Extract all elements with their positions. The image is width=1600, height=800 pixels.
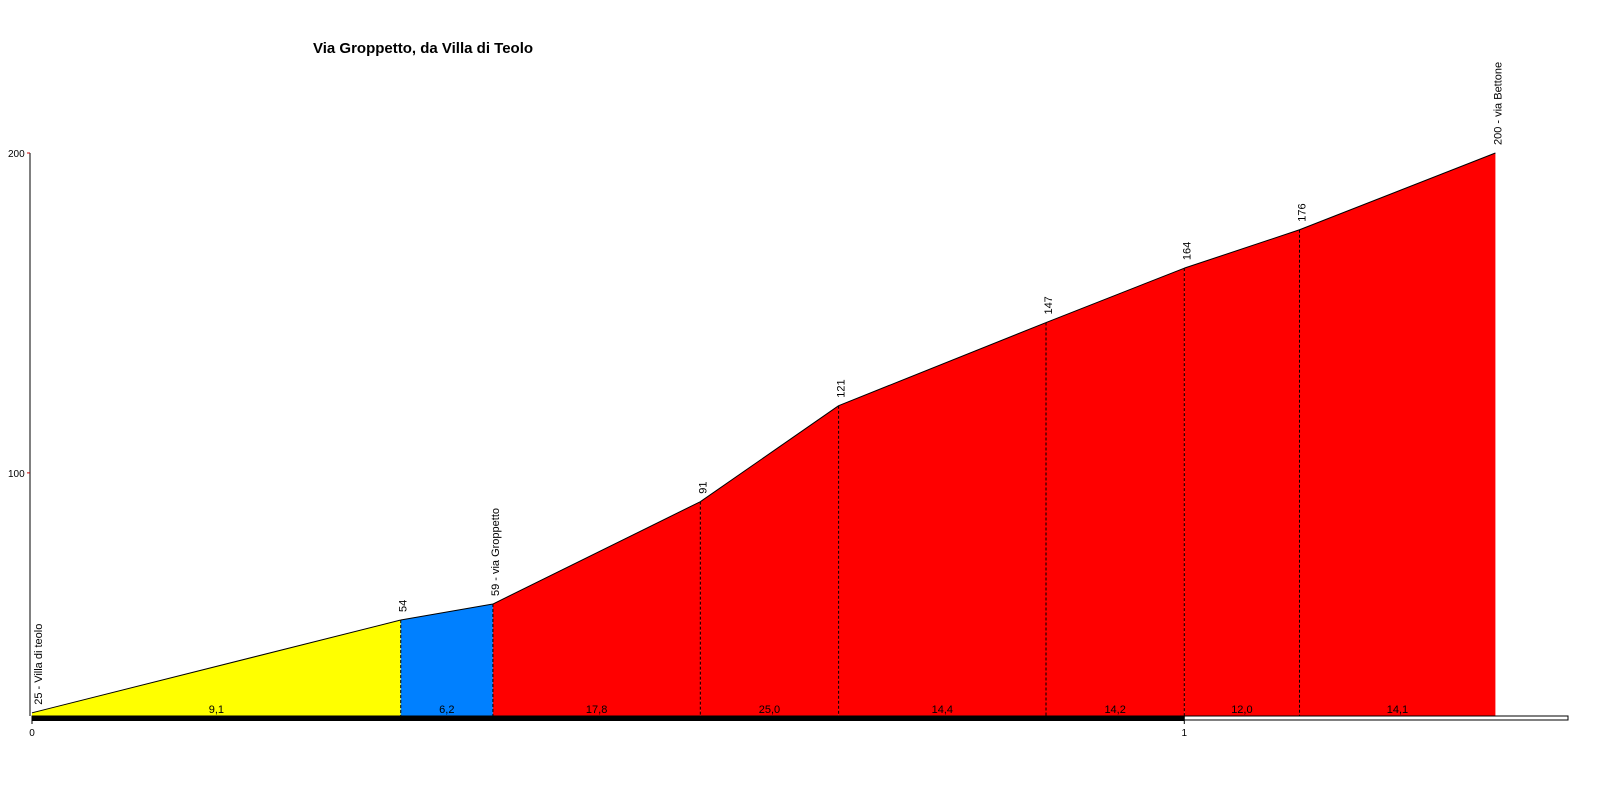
gradient-label: 6,2: [439, 704, 454, 716]
segment-area: [1046, 268, 1185, 716]
point-label: 91: [697, 481, 709, 493]
profile-line: [492, 501, 701, 605]
gradient-label: 12,0: [1231, 704, 1252, 716]
y-tick-label: 200: [8, 149, 25, 160]
segment-area: [400, 604, 493, 716]
profile-line: [700, 405, 839, 503]
profile-line: [838, 322, 1047, 407]
segment-area: [1299, 153, 1496, 716]
gradient-label: 17,8: [586, 704, 607, 716]
segment-area: [32, 620, 401, 716]
x-tick-label: 1: [1182, 728, 1188, 739]
segment-area: [838, 322, 1047, 716]
profile-line: [31, 619, 401, 714]
x-tick-label: 0: [29, 728, 35, 739]
point-label: 176: [1297, 203, 1309, 221]
profile-line: [1184, 229, 1300, 269]
point-label: 59 - via Groppetto: [490, 508, 502, 596]
y-tick-label: 100: [8, 469, 25, 480]
gradient-label: 14,1: [1387, 704, 1408, 716]
x-axis-bar-fill: [32, 716, 1185, 721]
point-label: 164: [1181, 242, 1193, 260]
point-label: 25 - Villa di teolo: [33, 624, 45, 705]
profile-line: [1045, 267, 1185, 324]
gradient-label: 9,1: [209, 704, 224, 716]
point-label: 200 - via Bettone: [1492, 62, 1504, 145]
profile-line: [1299, 152, 1496, 231]
point-label: 147: [1043, 296, 1055, 314]
gradient-label: 14,2: [1104, 704, 1125, 716]
segment-area: [700, 405, 839, 716]
segment-area: [1184, 229, 1300, 717]
chart-title: Via Groppetto, da Villa di Teolo: [313, 40, 533, 57]
profile-line: [400, 603, 494, 621]
point-label: 121: [836, 379, 848, 397]
point-label: 54: [398, 600, 410, 612]
segment-area: [492, 501, 701, 716]
gradient-label: 14,4: [932, 704, 953, 716]
gradient-label: 25,0: [759, 704, 780, 716]
